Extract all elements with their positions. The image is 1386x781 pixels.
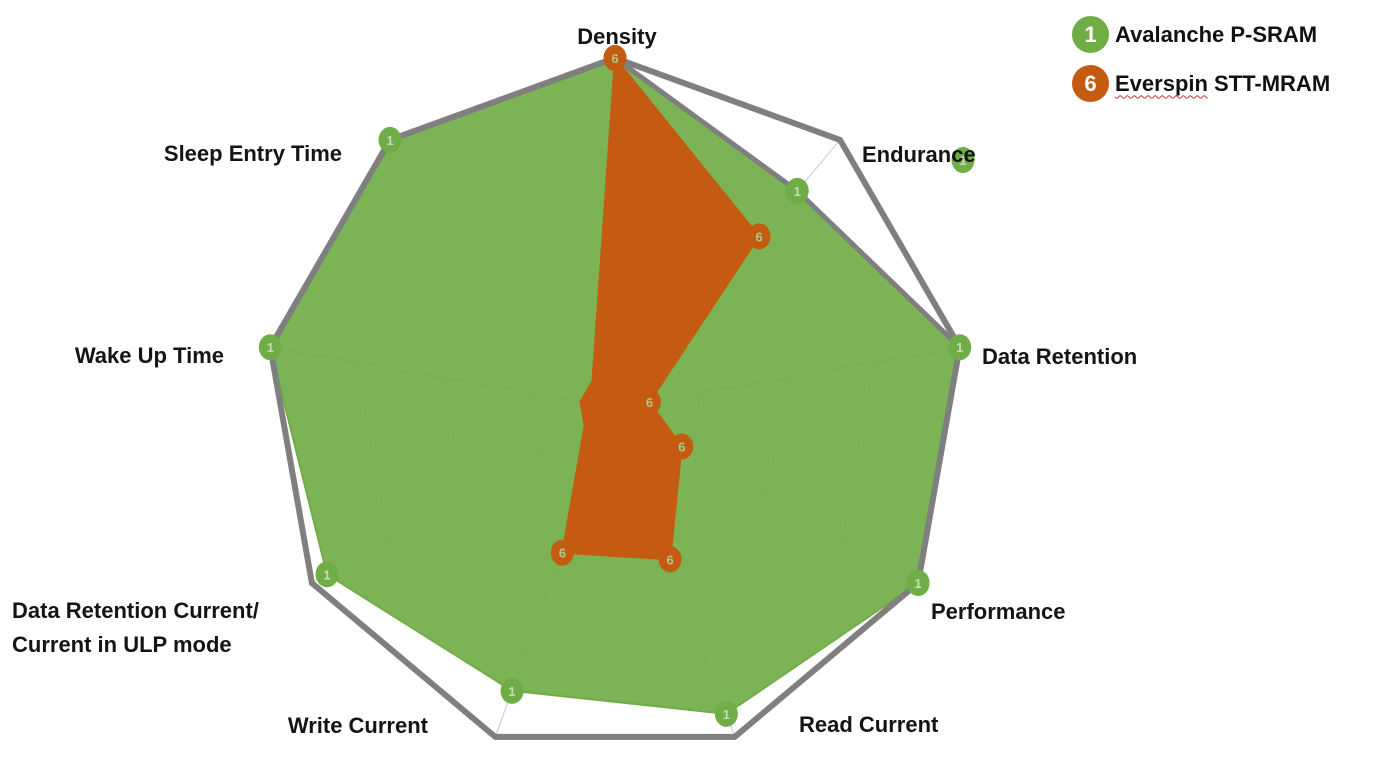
axis-label-4: Read Current bbox=[799, 712, 939, 737]
data-point-green bbox=[906, 570, 930, 596]
data-point-green bbox=[315, 561, 339, 588]
axis-label-7: Wake Up Time bbox=[75, 343, 224, 368]
legend-label-rest: STT-MRAM bbox=[1207, 70, 1331, 96]
data-point-orange-digit: 6 bbox=[611, 51, 618, 66]
data-point-green-digit: 1 bbox=[723, 707, 730, 722]
data-point-green-digit: 1 bbox=[386, 133, 393, 148]
legend-marker-green-icon: 1 bbox=[1072, 16, 1109, 53]
data-point-green-digit: 1 bbox=[794, 184, 801, 199]
data-point-orange bbox=[747, 223, 771, 250]
stray-marker-digit: 1 bbox=[959, 153, 966, 168]
data-point-green-digit: 1 bbox=[956, 340, 963, 355]
data-point-orange bbox=[637, 388, 661, 415]
data-point-orange bbox=[670, 433, 694, 460]
data-point-green bbox=[785, 177, 809, 204]
data-point-green-digit: 1 bbox=[323, 567, 330, 582]
outer-boundary bbox=[267, 54, 963, 740]
data-point-green-digit: 1 bbox=[914, 576, 921, 591]
data-point-green bbox=[500, 677, 524, 704]
legend-item-everspin-sttmram: 6 Everspin STT-MRAM bbox=[1072, 65, 1330, 102]
legend-item-avalanche-psram: 1 Avalanche P-SRAM bbox=[1072, 16, 1330, 53]
data-point-green bbox=[714, 700, 738, 727]
legend-label-everspin-sttmram: Everspin STT-MRAM bbox=[1115, 71, 1330, 97]
legend-marker-orange-icon: 6 bbox=[1072, 65, 1109, 102]
data-point-orange-digit: 6 bbox=[678, 440, 685, 455]
data-point-orange-digit: 6 bbox=[559, 546, 566, 561]
data-point-orange-digit: 6 bbox=[666, 552, 673, 567]
misspelled-word: Everspin bbox=[1115, 70, 1208, 96]
chart-legend: 1 Avalanche P-SRAM 6 Everspin STT-MRAM bbox=[1072, 16, 1330, 102]
axis-label-1: Endurance bbox=[862, 142, 976, 167]
data-point-orange bbox=[550, 539, 574, 566]
stray-marker bbox=[951, 147, 975, 173]
axis-label-0: Density bbox=[577, 24, 657, 49]
data-point-green-digit: 1 bbox=[267, 340, 274, 355]
series-polygon-orange bbox=[561, 55, 761, 561]
data-point-green bbox=[948, 334, 972, 361]
legend-label-avalanche-psram: Avalanche P-SRAM bbox=[1115, 21, 1318, 47]
data-point-green-digit: 1 bbox=[508, 684, 515, 699]
axis-label-8: Sleep Entry Time bbox=[164, 141, 342, 166]
data-point-green bbox=[258, 334, 282, 361]
data-point-orange bbox=[603, 45, 627, 71]
axis-label-3: Performance bbox=[931, 599, 1066, 624]
axis-label-6: Data Retention Current/Current in ULP mo… bbox=[12, 598, 259, 657]
data-point-orange-digit: 6 bbox=[755, 229, 762, 244]
data-point-orange-digit: 6 bbox=[646, 395, 653, 410]
data-point-green bbox=[378, 126, 402, 153]
data-point-orange bbox=[658, 546, 682, 573]
axis-label-2: Data Retention bbox=[982, 344, 1137, 369]
axis-label-5: Write Current bbox=[288, 713, 429, 738]
